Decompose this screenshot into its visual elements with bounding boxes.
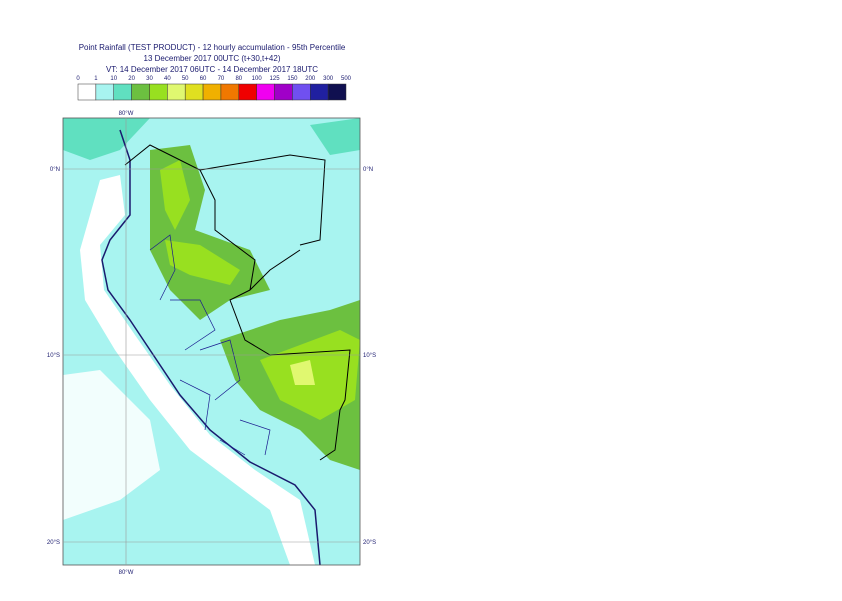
color-box [167, 83, 186, 101]
rain-area [160, 160, 190, 230]
color-box [113, 83, 132, 101]
lon-label: 80°W [119, 570, 134, 576]
threshold-label: 10 [110, 76, 117, 82]
threshold-label: 30 [146, 76, 153, 82]
map-frame [62, 117, 361, 566]
lat-label: 0°N [50, 167, 60, 173]
color-box [202, 83, 222, 101]
color-box [95, 83, 114, 101]
color-box [131, 83, 150, 101]
lat-label: 20°S [363, 540, 376, 546]
threshold-label: 150 [287, 76, 298, 82]
threshold-label: 100 [252, 76, 263, 82]
threshold-label: 80 [235, 76, 242, 82]
threshold-label: 500 [341, 76, 352, 82]
color-box [149, 83, 168, 101]
region-border [149, 234, 271, 456]
colorbar: 0 1 10 20 30 40 50 60 70 80 100 125 150 200 300 500 [76, 76, 352, 101]
color-box [184, 83, 204, 101]
lat-label: 0°N [363, 167, 373, 173]
dry-sea [63, 370, 160, 520]
threshold-label: 60 [200, 76, 207, 82]
threshold-label: 125 [270, 76, 281, 82]
color-box [220, 83, 240, 101]
country-border [124, 144, 351, 461]
threshold-label: 1 [94, 76, 98, 82]
coastline [101, 129, 321, 565]
color-box [327, 83, 347, 101]
threshold-label: 0 [76, 76, 80, 82]
rain-area [290, 360, 315, 385]
lat-label: 10°S [363, 353, 376, 359]
color-box [274, 83, 293, 101]
color-box [310, 83, 329, 101]
color-box [238, 83, 257, 101]
color-box [256, 83, 275, 101]
color-box [292, 83, 311, 101]
threshold-label: 70 [218, 76, 225, 82]
color-box [77, 83, 97, 101]
threshold-label: 20 [128, 76, 135, 82]
coastal-dry-zone [80, 175, 315, 565]
threshold-label: 300 [323, 76, 334, 82]
lat-label: 20°S [47, 540, 60, 546]
map [63, 118, 360, 565]
lat-label: 10°S [47, 353, 60, 359]
lat-labels: 0°N 0°N 10°S 10°S 20°S 20°S [47, 167, 376, 546]
threshold-label: 40 [164, 76, 171, 82]
threshold-label: 200 [305, 76, 316, 82]
threshold-label: 50 [182, 76, 189, 82]
lon-label: 80°W [119, 111, 134, 117]
rain-area [165, 240, 240, 285]
valid-time: VT: 14 December 2017 06UTC - 14 December… [106, 65, 318, 74]
title: Point Rainfall (TEST PRODUCT) - 12 hourl… [79, 43, 346, 52]
base-time: 13 December 2017 00UTC (t+30,t+42) [144, 54, 281, 63]
rain-area [310, 118, 360, 155]
rain-area [63, 118, 150, 160]
